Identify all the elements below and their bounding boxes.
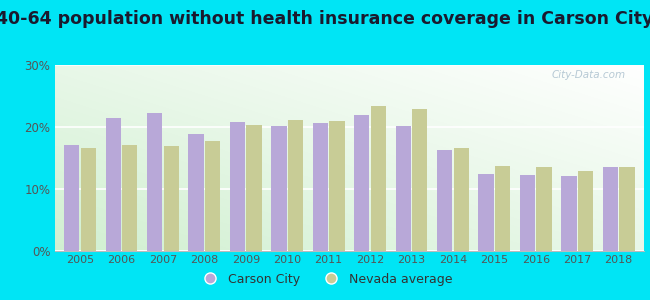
Bar [454, 148, 469, 250]
Bar [478, 174, 494, 250]
Text: City-Data.com: City-Data.com [552, 70, 626, 80]
Bar [520, 176, 535, 250]
Bar [561, 176, 577, 250]
Bar [437, 150, 452, 250]
Bar [230, 122, 245, 250]
Bar [603, 167, 618, 250]
Bar [105, 118, 121, 250]
Bar [188, 134, 203, 250]
Bar [205, 141, 220, 250]
Bar [370, 106, 386, 250]
Bar [64, 145, 79, 250]
Bar [578, 170, 593, 250]
Bar [313, 123, 328, 250]
Bar [536, 167, 552, 250]
Bar [495, 166, 510, 250]
Bar [246, 124, 262, 250]
Bar [330, 121, 344, 250]
Legend: Carson City, Nevada average: Carson City, Nevada average [193, 268, 457, 291]
Bar [147, 113, 162, 250]
Bar [619, 167, 634, 250]
Bar [396, 126, 411, 250]
Bar [354, 115, 369, 250]
Bar [288, 120, 303, 250]
Bar [164, 146, 179, 250]
Text: 40-64 population without health insurance coverage in Carson City: 40-64 population without health insuranc… [0, 11, 650, 28]
Bar [412, 109, 428, 250]
Bar [81, 148, 96, 250]
Bar [122, 145, 138, 250]
Bar [271, 126, 287, 250]
